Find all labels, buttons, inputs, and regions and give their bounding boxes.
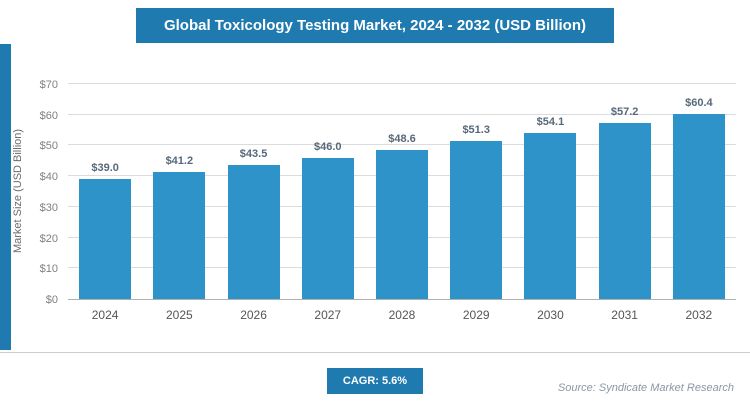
bar-value-label: $60.4 xyxy=(685,96,713,109)
gridline xyxy=(68,144,736,146)
bar-slot: $41.2 xyxy=(147,155,211,299)
plot-area: $39.0 $41.2 $43.5 $46.0 $48.6 $51.3 $54.1 $57.2… xyxy=(68,83,736,300)
gridline xyxy=(68,83,736,84)
bar xyxy=(227,165,280,299)
bar xyxy=(672,113,725,299)
bar xyxy=(524,132,577,299)
cagr-wrap: CAGR: 5.6% xyxy=(0,368,750,394)
bar xyxy=(450,141,503,299)
y-tick-label: $10 xyxy=(39,263,58,276)
bar-slot: $39.0 xyxy=(73,162,137,299)
title-banner-wrap: Global Toxicology Testing Market, 2024 -… xyxy=(0,0,750,43)
bar-slot: $43.5 xyxy=(222,148,286,299)
left-accent-stripe xyxy=(0,44,11,350)
bar-value-label: $46.0 xyxy=(314,140,342,153)
y-axis: $0 $10 $20 $30 $40 $50 $60 $70 xyxy=(26,79,64,306)
chart-title: Global Toxicology Testing Market, 2024 -… xyxy=(135,8,615,43)
source-credit: Source: Syndicate Market Research xyxy=(557,382,734,394)
bar-slot: $54.1 xyxy=(518,116,582,299)
bar-value-label: $51.3 xyxy=(462,124,490,137)
y-tick-label: $60 xyxy=(39,109,58,122)
y-tick-label: $50 xyxy=(39,140,58,153)
bar-slot: $57.2 xyxy=(593,106,657,299)
x-tick-label: 2030 xyxy=(537,308,564,322)
bar xyxy=(153,172,206,299)
y-tick-label: $0 xyxy=(45,294,58,306)
y-axis-title: Market Size (USD Billion) xyxy=(12,128,24,254)
x-tick-label: 2031 xyxy=(611,308,638,322)
x-tick-label: 2024 xyxy=(91,308,119,322)
bar xyxy=(375,149,428,299)
y-tick-label: $40 xyxy=(39,171,58,184)
bar-slot: $51.3 xyxy=(444,124,508,299)
x-axis: 2024 2025 2026 2027 2028 2029 2030 2031 2032 xyxy=(68,308,736,322)
bar-slot: $60.4 xyxy=(667,96,731,299)
bar-value-label: $48.6 xyxy=(388,132,416,145)
bar-value-label: $57.2 xyxy=(610,106,639,119)
x-tick-label: 2025 xyxy=(165,308,193,322)
x-tick-label: 2027 xyxy=(314,308,342,322)
bar-value-label: $54.1 xyxy=(536,115,565,128)
y-tick-label: $70 xyxy=(39,79,58,91)
bar-slot: $46.0 xyxy=(296,141,360,299)
gridline xyxy=(68,113,736,115)
bar xyxy=(79,179,132,299)
x-tick-label: 2026 xyxy=(240,308,267,322)
bar-value-label: $39.0 xyxy=(91,162,119,175)
bar-series: $39.0 $41.2 $43.5 $46.0 $48.6 $51.3 $54.1 $57.2… xyxy=(68,55,736,299)
x-tick-label: 2029 xyxy=(462,308,490,322)
x-tick-label: 2028 xyxy=(388,308,416,322)
bar-slot: $48.6 xyxy=(370,133,434,299)
bar-value-label: $41.2 xyxy=(165,155,194,168)
footer-divider xyxy=(0,352,750,353)
y-tick-label: $20 xyxy=(39,232,58,245)
cagr-badge: CAGR: 5.6% xyxy=(326,368,424,394)
bar xyxy=(598,123,651,299)
bar-value-label: $43.5 xyxy=(239,148,268,161)
y-tick-label: $30 xyxy=(39,201,58,214)
bar xyxy=(301,157,354,299)
x-tick-label: 2032 xyxy=(685,308,713,322)
